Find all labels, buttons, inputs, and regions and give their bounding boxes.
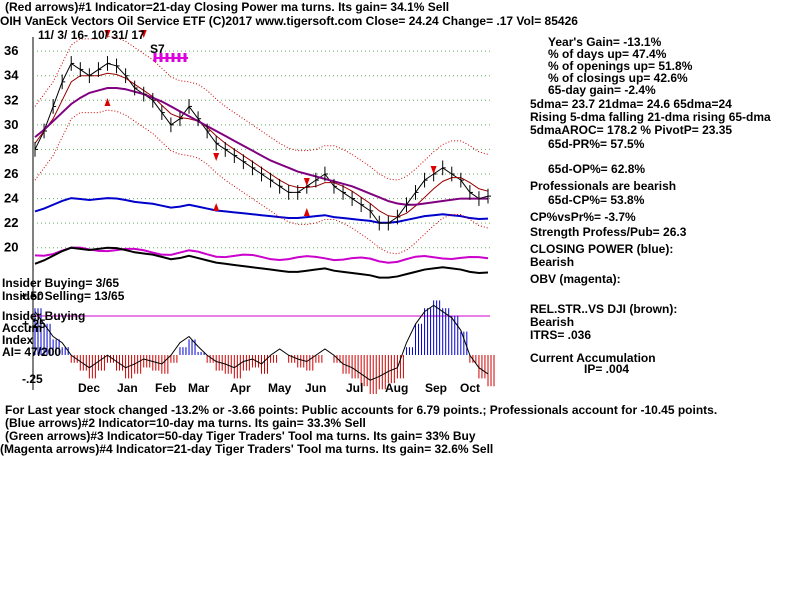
- month-label: Dec: [78, 381, 100, 395]
- insider-buying-label: Insider Buying= 3/65: [2, 276, 120, 290]
- series-line-upper-band: [34, 35, 489, 181]
- obv-line: [34, 246, 489, 264]
- month-label: Sep: [425, 381, 447, 395]
- buy-arrow: [213, 203, 220, 211]
- series-line-lower-band: [34, 109, 489, 255]
- price-tick-label: 24: [4, 191, 19, 206]
- signal-arrows: [104, 30, 437, 216]
- month-label: Feb: [155, 381, 176, 395]
- signal-label: S7: [150, 42, 165, 56]
- stat-line: REL.STR..VS DJI (brown):: [530, 302, 678, 316]
- stat-line: CP%vsPr%= -3.7%: [530, 210, 636, 224]
- price-plot: [34, 35, 491, 255]
- price-grid: [32, 37, 490, 390]
- insider-selling-label: Insider Selling= 13/65: [2, 289, 125, 303]
- stat-line: % of openings up= 51.8%: [548, 59, 693, 73]
- month-label: Jan: [117, 381, 138, 395]
- month-label: May: [268, 381, 292, 395]
- price-tick-label: 28: [4, 141, 18, 156]
- stat-line: % of days up= 47.4%: [548, 47, 667, 61]
- month-axis: Dec Jan Feb Mar Apr May Jun Jul Aug Sep Oct: [78, 381, 480, 395]
- footer-line: For Last year stock changed -13.2% or -3…: [5, 403, 718, 417]
- month-label: Aug: [385, 381, 408, 395]
- buy-arrow: [303, 208, 310, 216]
- accum-label: Accum: [2, 321, 43, 335]
- ai-label: AI= 47/200: [2, 345, 62, 359]
- stat-line: % of closings up= 42.6%: [548, 71, 688, 85]
- stat-line: Bearish: [530, 315, 575, 329]
- month-label: Mar: [188, 381, 210, 395]
- ai-tick-label: -.25: [22, 372, 43, 386]
- price-tick-label: 36: [4, 43, 18, 58]
- footer-line: (Green arrows)#3 Indicator=50-day Tiger …: [5, 429, 476, 443]
- sell-arrow: [140, 30, 147, 38]
- footer-line: (Blue arrows)#2 Indicator=10-day ma turn…: [5, 416, 366, 430]
- stat-line: Professionals are bearish: [530, 179, 677, 193]
- stat-line: ITRS= .036: [530, 328, 592, 342]
- footer-line: (Magenta arrows)#4 Indicator=21-day Tige…: [0, 442, 494, 456]
- stat-line: Bearish: [530, 255, 575, 269]
- price-tick-label: 34: [4, 68, 19, 83]
- price-axis: 36 34 32 30 28 26 24 22 20: [4, 43, 19, 255]
- stat-line: 5dma= 23.7 21dma= 24.6 65dma=24: [530, 97, 732, 111]
- rel-strength-line: [34, 246, 489, 279]
- price-tick-label: 32: [4, 92, 18, 107]
- stat-line: Rising 5-dma falling 21-dma rising 65-dm…: [530, 110, 771, 124]
- month-label: Oct: [460, 381, 480, 395]
- stat-line: OBV (magenta):: [530, 272, 621, 286]
- sell-arrow: [104, 30, 111, 38]
- stat-line: CLOSING POWER (blue):: [530, 242, 674, 256]
- closing-power-line: [34, 197, 489, 224]
- stat-line: IP= .004: [584, 362, 630, 376]
- index-label: Index: [2, 333, 34, 347]
- month-label: Apr: [230, 381, 251, 395]
- stat-line: 5dmaAROC= 178.2 % PivotP= 23.35: [530, 123, 733, 137]
- stat-line: Strength Profess/Pub= 26.3: [530, 225, 687, 239]
- sell-arrow: [213, 153, 220, 161]
- insider-buying-label-2: Insider Buying: [2, 309, 86, 323]
- header-indicator-line: (Red arrows)#1 Indicator=21-day Closing …: [5, 0, 450, 14]
- stat-line: 65d-CP%= 53.8%: [548, 193, 645, 207]
- price-tick-label: 26: [4, 166, 18, 181]
- ai-ma-line: [34, 304, 489, 381]
- ai-tick-label: +.50: [20, 289, 44, 303]
- date-range-label: 11/ 3/ 16- 10/ 31/ 17: [38, 28, 145, 42]
- ai-tick-label: +.25: [22, 317, 46, 331]
- stat-line: Year's Gain= -13.1%: [548, 35, 662, 49]
- stat-line: Current Accumulation: [530, 351, 656, 365]
- month-label: Jul: [346, 381, 363, 395]
- buy-arrow: [104, 98, 111, 106]
- stat-line: 65d-PR%= 57.5%: [548, 137, 645, 151]
- price-tick-label: 20: [4, 240, 18, 255]
- price-tick-label: 30: [4, 117, 18, 132]
- month-label: Jun: [305, 381, 326, 395]
- sell-arrow: [303, 178, 310, 186]
- sell-arrow: [430, 166, 437, 174]
- lower-panel: +.50 +.25 -.25: [20, 197, 495, 394]
- price-tick-label: 22: [4, 215, 18, 230]
- stat-line: 65d-OP%= 62.8%: [548, 162, 646, 176]
- header-ticker-line: OIH VanEck Vectors Oil Service ETF (C)20…: [0, 14, 578, 28]
- series-line-65dma: [34, 87, 488, 206]
- stat-line: 65-day gain= -2.4%: [548, 83, 656, 97]
- series-line-21dma: [34, 72, 489, 218]
